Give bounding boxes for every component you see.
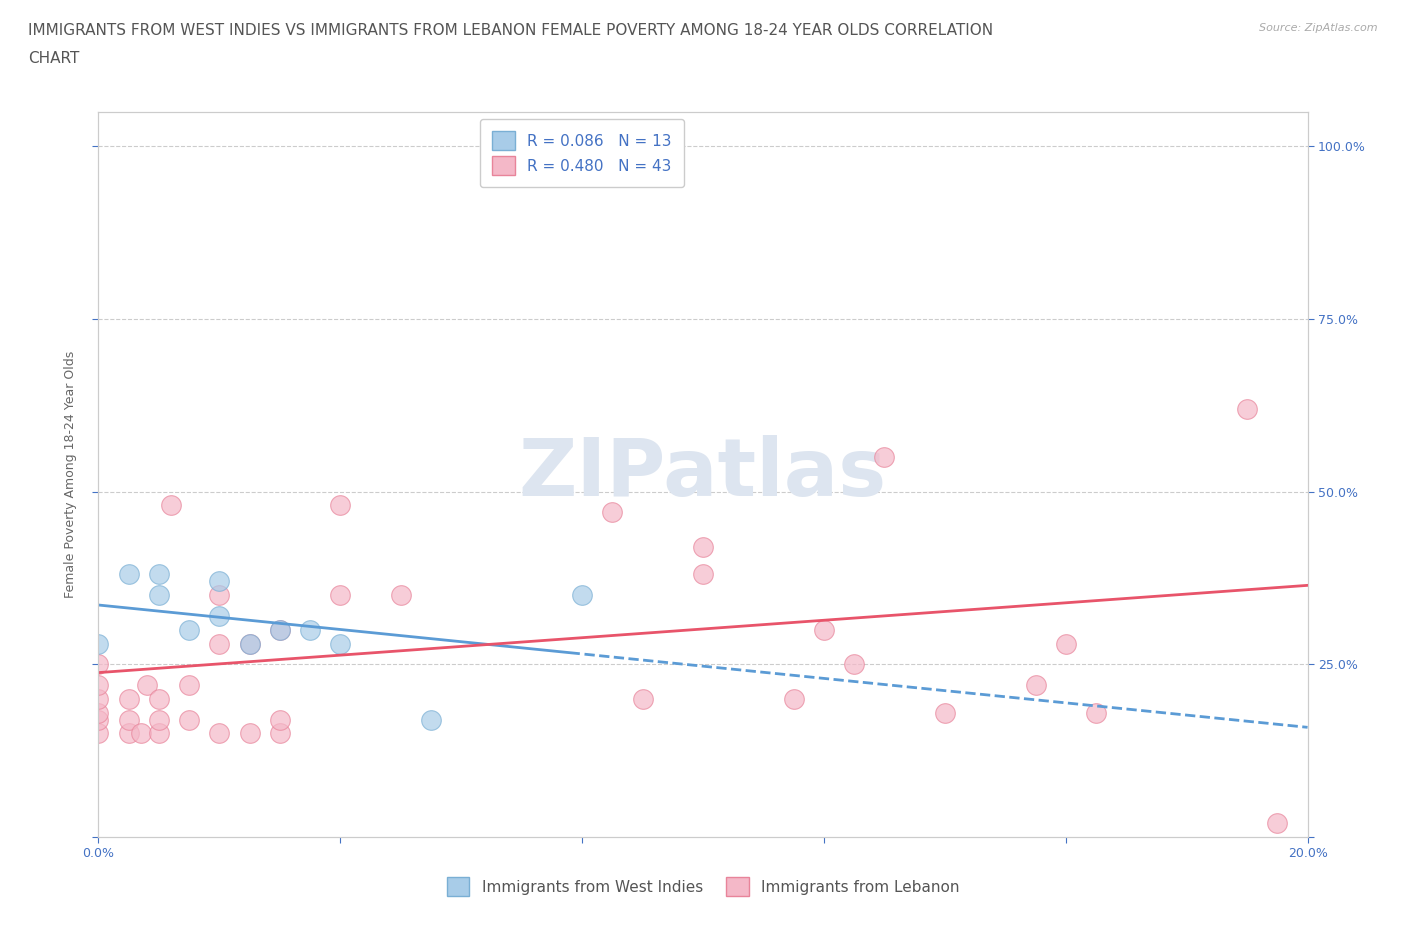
Point xyxy=(844,657,866,671)
Point xyxy=(118,567,141,582)
Point xyxy=(239,636,262,651)
Point xyxy=(148,567,170,582)
Point xyxy=(269,622,291,637)
Point xyxy=(208,588,231,603)
Point xyxy=(208,574,231,589)
Point xyxy=(329,588,352,603)
Point xyxy=(239,726,262,741)
Point xyxy=(692,539,714,554)
Point xyxy=(148,588,170,603)
Point xyxy=(934,705,956,720)
Text: IMMIGRANTS FROM WEST INDIES VS IMMIGRANTS FROM LEBANON FEMALE POVERTY AMONG 18-2: IMMIGRANTS FROM WEST INDIES VS IMMIGRANT… xyxy=(28,23,993,38)
Point xyxy=(602,505,624,520)
Point xyxy=(148,712,170,727)
Point xyxy=(179,622,201,637)
Point xyxy=(208,608,231,623)
Point xyxy=(571,588,593,603)
Point xyxy=(269,726,291,741)
Point xyxy=(692,567,714,582)
Point xyxy=(631,691,654,706)
Point xyxy=(1054,636,1077,651)
Point xyxy=(148,726,170,741)
Point xyxy=(87,712,110,727)
Point xyxy=(239,636,262,651)
Point xyxy=(87,705,110,720)
Point xyxy=(135,678,157,693)
Legend: Immigrants from West Indies, Immigrants from Lebanon: Immigrants from West Indies, Immigrants … xyxy=(440,871,966,902)
Point xyxy=(87,691,110,706)
Y-axis label: Female Poverty Among 18-24 Year Olds: Female Poverty Among 18-24 Year Olds xyxy=(63,351,77,598)
Text: ZIPatlas: ZIPatlas xyxy=(519,435,887,513)
Point xyxy=(208,636,231,651)
Point xyxy=(269,622,291,637)
Point xyxy=(783,691,806,706)
Point xyxy=(299,622,322,637)
Point xyxy=(510,139,533,153)
Point xyxy=(129,726,152,741)
Point xyxy=(148,691,170,706)
Point xyxy=(389,588,412,603)
Point xyxy=(118,691,141,706)
Point xyxy=(1267,816,1289,830)
Point xyxy=(1085,705,1108,720)
Point xyxy=(1024,678,1046,693)
Point xyxy=(118,712,141,727)
Point xyxy=(873,449,896,464)
Point xyxy=(329,636,352,651)
Point xyxy=(208,726,231,741)
Point xyxy=(160,498,183,512)
Point xyxy=(87,636,110,651)
Point xyxy=(118,726,141,741)
Point xyxy=(87,657,110,671)
Point xyxy=(87,726,110,741)
Point xyxy=(87,678,110,693)
Text: CHART: CHART xyxy=(28,51,80,66)
Point xyxy=(420,712,443,727)
Point xyxy=(329,498,352,512)
Point xyxy=(179,678,201,693)
Text: Source: ZipAtlas.com: Source: ZipAtlas.com xyxy=(1260,23,1378,33)
Point xyxy=(813,622,835,637)
Point xyxy=(1236,401,1258,416)
Point xyxy=(269,712,291,727)
Point xyxy=(179,712,201,727)
